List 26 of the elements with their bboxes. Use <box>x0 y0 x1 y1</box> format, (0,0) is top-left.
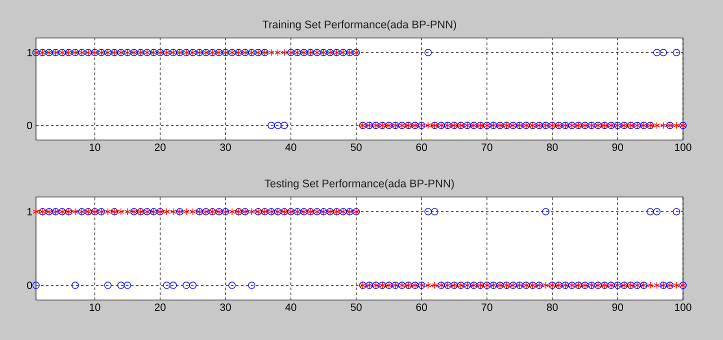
y-tick-label: 0 <box>27 122 32 130</box>
x-tick-label: 90 <box>612 144 624 151</box>
x-tick-label: 20 <box>154 144 166 151</box>
x-tick-label: 40 <box>285 144 296 151</box>
x-tick-label: 50 <box>350 304 362 311</box>
x-tick-label: 60 <box>416 304 427 311</box>
x-tick-label: 20 <box>154 304 166 311</box>
x-tick-label: 100 <box>675 144 692 151</box>
x-tick-label: 90 <box>612 304 624 311</box>
y-tick-label: 1 <box>27 48 32 56</box>
x-tick-label: 10 <box>90 304 100 311</box>
y-tick-label: 0 <box>27 282 32 289</box>
x-tick-label: 100 <box>675 304 692 311</box>
x-tick-label: 70 <box>482 144 492 151</box>
chart-title: Testing Set Performance(ada BP-PNN) <box>264 179 454 190</box>
x-tick-label: 30 <box>220 304 231 311</box>
x-tick-label: 10 <box>90 144 100 151</box>
x-tick-label: 80 <box>546 304 558 311</box>
chart-title: Training Set Performance(ada BP-PNN) <box>262 20 456 30</box>
x-tick-label: 50 <box>350 144 362 151</box>
x-tick-label: 70 <box>482 304 492 311</box>
x-tick-label: 80 <box>546 144 558 151</box>
x-tick-label: 30 <box>220 144 231 151</box>
x-tick-label: 60 <box>416 144 427 151</box>
x-tick-label: 40 <box>285 304 296 311</box>
y-tick-label: 1 <box>27 208 32 216</box>
